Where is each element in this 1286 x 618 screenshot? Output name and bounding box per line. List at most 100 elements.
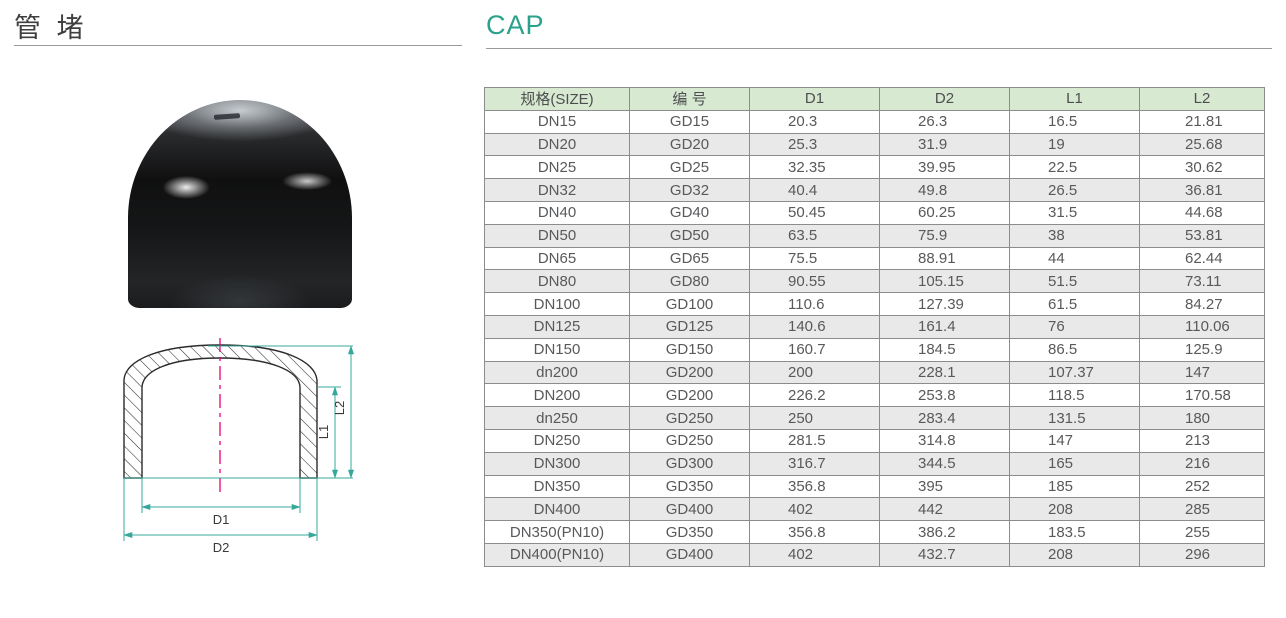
table-row: dn250 GD250 250 283.4 131.5 180 (484, 406, 1265, 430)
table-cell: 62.44 (1139, 246, 1265, 271)
table-cell: 316.7 (749, 451, 880, 476)
table-cell: 20.3 (749, 109, 880, 134)
table-cell: DN125 (484, 314, 630, 339)
table-cell: 32.35 (749, 155, 880, 180)
table-cell: 250 (749, 406, 880, 430)
table-cell: 356.8 (749, 520, 880, 544)
table-cell: DN15 (484, 109, 630, 134)
table-cell: GD400 (629, 497, 750, 522)
table-cell: 21.81 (1139, 109, 1265, 134)
column-header: L2 (1139, 87, 1265, 111)
table-cell: 31.5 (1009, 200, 1140, 225)
table-cell: GD250 (629, 406, 750, 430)
table-cell: 22.5 (1009, 155, 1140, 180)
table-cell: 30.62 (1139, 155, 1265, 180)
spec-table-container: 规格(SIZE) 编 号 D1 D2 L1 L2 DN15 GD15 20.3 26.3 16.5… (484, 87, 1265, 567)
page-title-en: CAP (486, 10, 545, 40)
table-cell: 26.5 (1009, 178, 1140, 202)
table-cell: 208 (1009, 542, 1140, 567)
label-d2: D2 (213, 540, 230, 555)
table-cell: DN65 (484, 246, 630, 271)
table-cell: 216 (1139, 451, 1265, 476)
table-cell: 39.95 (879, 155, 1010, 180)
table-cell: 75.9 (879, 223, 1010, 248)
table-cell: GD125 (629, 314, 750, 339)
table-cell: 36.81 (1139, 178, 1265, 202)
table-cell: DN100 (484, 292, 630, 316)
table-cell: GD100 (629, 292, 750, 316)
title-underline-right (486, 48, 1272, 49)
column-header: 规格(SIZE) (484, 87, 630, 111)
table-row: DN200 GD200 226.2 253.8 118.5 170.58 (484, 383, 1265, 408)
table-cell: 442 (879, 497, 1010, 522)
table-cell: 53.81 (1139, 223, 1265, 248)
table-cell: 147 (1139, 360, 1265, 385)
table-cell: GD32 (629, 178, 750, 202)
table-cell: 110.06 (1139, 314, 1265, 339)
table-cell: GD25 (629, 155, 750, 180)
table-cell: 118.5 (1009, 383, 1140, 408)
table-cell: DN350(PN10) (484, 520, 630, 544)
table-cell: 75.5 (749, 246, 880, 271)
table-cell: DN150 (484, 337, 630, 362)
table-row: DN350(PN10) GD350 356.8 386.2 183.5 255 (484, 520, 1265, 544)
table-cell: 60.25 (879, 200, 1010, 225)
table-cell: 296 (1139, 542, 1265, 567)
table-cell: 314.8 (879, 428, 1010, 453)
table-cell: 38 (1009, 223, 1140, 248)
table-cell: 283.4 (879, 406, 1010, 430)
table-cell: 180 (1139, 406, 1265, 430)
table-cell: GD15 (629, 109, 750, 134)
label-l2: L2 (332, 401, 347, 415)
table-cell: 127.39 (879, 292, 1010, 316)
table-cell: 213 (1139, 428, 1265, 453)
table-cell: 228.1 (879, 360, 1010, 385)
table-cell: 25.68 (1139, 132, 1265, 157)
table-cell: 160.7 (749, 337, 880, 362)
table-cell: GD300 (629, 451, 750, 476)
table-cell: 170.58 (1139, 383, 1265, 408)
table-cell: GD250 (629, 428, 750, 453)
table-cell: 125.9 (1139, 337, 1265, 362)
table-cell: GD20 (629, 132, 750, 157)
table-cell: DN32 (484, 178, 630, 202)
table-row: DN15 GD15 20.3 26.3 16.5 21.81 (484, 109, 1265, 134)
table-cell: DN25 (484, 155, 630, 180)
column-header: D2 (879, 87, 1010, 111)
spec-table-head: 规格(SIZE) 编 号 D1 D2 L1 L2 (484, 87, 1265, 111)
table-cell: 432.7 (879, 542, 1010, 567)
table-cell: GD150 (629, 337, 750, 362)
spec-table-body: DN15 GD15 20.3 26.3 16.5 21.81 DN20 GD20 25.3 31.… (484, 109, 1265, 567)
table-cell: 255 (1139, 520, 1265, 544)
table-cell: 185 (1009, 474, 1140, 499)
table-cell: 344.5 (879, 451, 1010, 476)
spec-table-head-row: 规格(SIZE) 编 号 D1 D2 L1 L2 (484, 87, 1265, 111)
table-row: dn200 GD200 200 228.1 107.37 147 (484, 360, 1265, 385)
table-cell: 76 (1009, 314, 1140, 339)
table-cell: 51.5 (1009, 269, 1140, 294)
table-cell: DN350 (484, 474, 630, 499)
table-cell: 26.3 (879, 109, 1010, 134)
table-cell: 84.27 (1139, 292, 1265, 316)
table-cell: 252 (1139, 474, 1265, 499)
table-cell: 25.3 (749, 132, 880, 157)
table-cell: 63.5 (749, 223, 880, 248)
table-cell: GD200 (629, 360, 750, 385)
dimension-diagram: L1 L2 D1 D2 (123, 338, 354, 555)
table-row: DN65 GD65 75.5 88.91 44 62.44 (484, 246, 1265, 271)
table-row: DN150 GD150 160.7 184.5 86.5 125.9 (484, 337, 1265, 362)
table-cell: 208 (1009, 497, 1140, 522)
table-cell: 61.5 (1009, 292, 1140, 316)
table-row: DN40 GD40 50.45 60.25 31.5 44.68 (484, 200, 1265, 225)
table-cell: 40.4 (749, 178, 880, 202)
table-cell: DN400 (484, 497, 630, 522)
table-cell: 90.55 (749, 269, 880, 294)
table-cell: GD350 (629, 474, 750, 499)
table-row: DN20 GD20 25.3 31.9 19 25.68 (484, 132, 1265, 157)
label-d1: D1 (213, 512, 230, 527)
table-cell: GD80 (629, 269, 750, 294)
table-cell: 161.4 (879, 314, 1010, 339)
table-cell: GD400 (629, 542, 750, 567)
table-row: DN300 GD300 316.7 344.5 165 216 (484, 451, 1265, 476)
table-cell: 386.2 (879, 520, 1010, 544)
